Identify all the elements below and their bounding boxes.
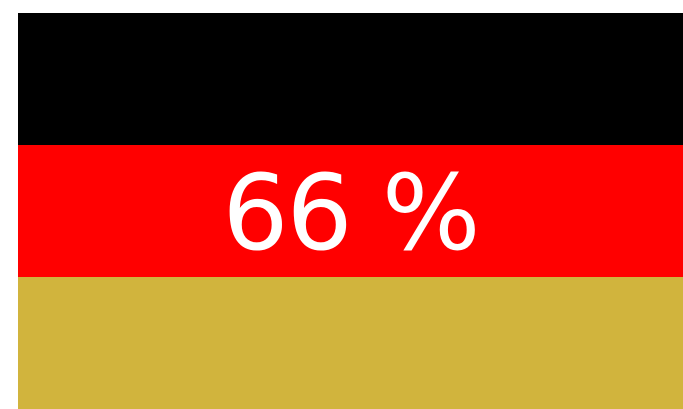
percentage-label: 66 %: [222, 152, 480, 274]
flag-stripe-black: [18, 13, 683, 145]
flag-stripe-red: 66 %: [18, 145, 683, 277]
flag-stripe-gold: [18, 277, 683, 409]
german-flag: 66 %: [18, 13, 683, 409]
